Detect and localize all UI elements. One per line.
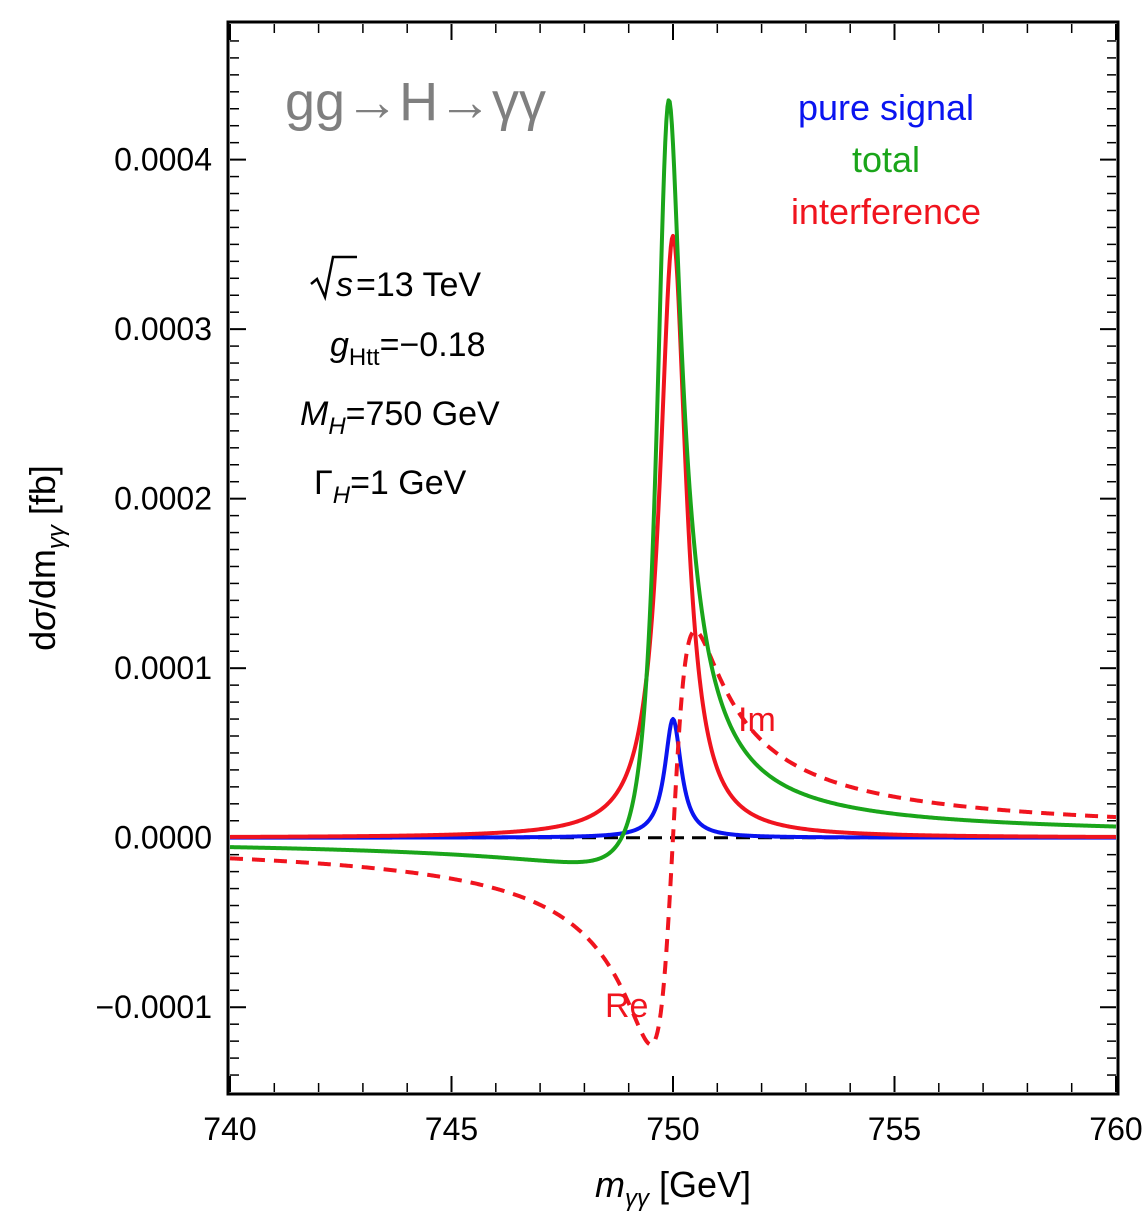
- y-tick-label: 0.0001: [114, 650, 212, 686]
- legend: pure signal total interference: [791, 87, 981, 232]
- x-tick-label: 745: [425, 1111, 478, 1147]
- curve-label-im: Im: [738, 701, 776, 739]
- y-tick-label: 0.0002: [114, 481, 212, 517]
- y-tick-label: 0.0003: [114, 311, 212, 347]
- minor-ticks: [230, 24, 1116, 1092]
- x-tick-label: 740: [203, 1111, 256, 1147]
- legend-pure-signal: pure signal: [798, 87, 974, 128]
- parameters-annotation: s =13 TeV gHtt=−0.18 MH=750 GeV ΓH=1 GeV: [300, 255, 500, 509]
- major-ticks: [229, 24, 1117, 1092]
- legend-interference: interference: [791, 191, 981, 232]
- curve-interference-im: [229, 233, 1117, 839]
- curve-label-re: Re: [605, 987, 648, 1025]
- tick-labels: 740 745 750 755 760 −0.0001 0.0000 0.0001 0.0002…: [95, 142, 1142, 1147]
- y-tick-label: −0.0001: [95, 989, 212, 1025]
- sqrt-symbol: [310, 255, 357, 302]
- coupling-label: gHtt=−0.18: [330, 326, 485, 371]
- x-tick-label: 755: [868, 1111, 921, 1147]
- curves: [229, 98, 1117, 1047]
- y-tick-label: 0.0004: [114, 142, 212, 178]
- curve-total: [229, 98, 1117, 865]
- legend-total: total: [852, 139, 920, 180]
- x-tick-label: 760: [1089, 1111, 1142, 1147]
- x-tick-label: 750: [646, 1111, 699, 1147]
- svg-text:s: s: [336, 266, 353, 304]
- width-label: ΓH=1 GeV: [314, 464, 467, 509]
- y-tick-label: 0.0000: [114, 820, 212, 856]
- x-axis-title: mγγ [GeV]: [595, 1164, 751, 1212]
- y-axis-title: dσ/dmγγ [fb]: [22, 465, 70, 651]
- mass-label: MH=750 GeV: [300, 395, 500, 440]
- sqrt-s-label: s =13 TeV: [310, 255, 481, 304]
- energy-value: =13 TeV: [356, 266, 481, 304]
- curve-interference-re: [229, 628, 1117, 1047]
- plot-frame: [226, 20, 1120, 1096]
- process-title: gg→H→γγ: [285, 72, 546, 132]
